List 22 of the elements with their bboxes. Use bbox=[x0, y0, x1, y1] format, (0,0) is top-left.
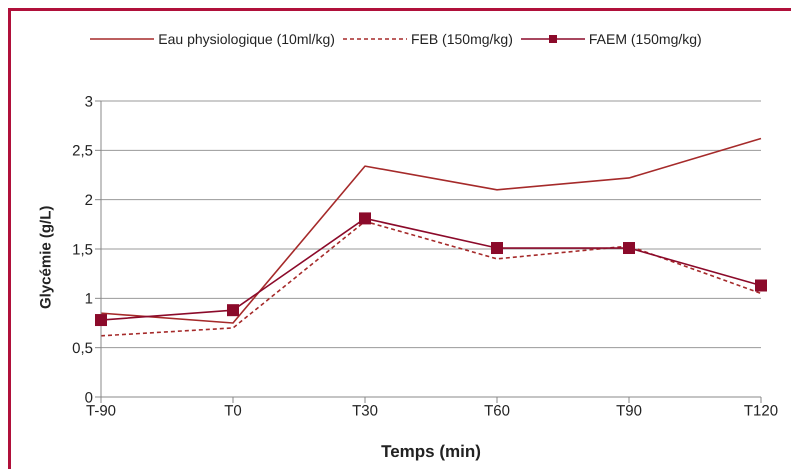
point bbox=[227, 304, 239, 316]
point bbox=[491, 242, 503, 254]
x-tick-label: T0 bbox=[224, 402, 242, 420]
y-tick-label: 2 bbox=[84, 192, 93, 209]
x-tick-label: T120 bbox=[744, 402, 778, 420]
legend-label: FAEM (150mg/kg) bbox=[588, 31, 702, 47]
y-tick-label: 1 bbox=[84, 290, 93, 308]
y-tick-label: 3 bbox=[84, 93, 93, 110]
y-axis-title: Glycémie (g/L) bbox=[37, 206, 54, 309]
point bbox=[359, 212, 371, 224]
x-tick-label: T90 bbox=[616, 402, 642, 420]
point bbox=[755, 280, 767, 292]
point bbox=[95, 314, 107, 326]
y-tick-label: 1,5 bbox=[72, 241, 93, 258]
legend-label: FEB (150mg/kg) bbox=[410, 31, 513, 47]
x-axis-title: Temps (min) bbox=[381, 442, 481, 461]
point bbox=[623, 242, 635, 254]
y-tick-label: 0,5 bbox=[72, 340, 93, 357]
x-tick-label: T30 bbox=[352, 402, 378, 420]
legend-label: Eau physiologique (10ml/kg) bbox=[158, 31, 335, 47]
x-tick-label: T60 bbox=[484, 402, 510, 420]
y-tick-label: 2,5 bbox=[72, 142, 93, 160]
